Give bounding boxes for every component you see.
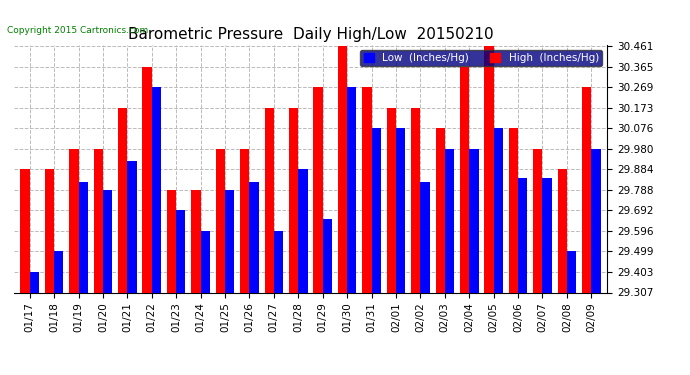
Bar (493, 128, 503, 292)
Bar (94, 149, 103, 292)
Bar (582, 87, 591, 292)
Title: Barometric Pressure  Daily High/Low  20150210: Barometric Pressure Daily High/Low 20150… (128, 27, 493, 42)
Bar (396, 128, 405, 292)
Text: Copyright 2015 Cartronics.com: Copyright 2015 Cartronics.com (7, 26, 148, 35)
Bar (274, 231, 283, 292)
Bar (264, 108, 274, 292)
Bar (289, 108, 298, 292)
Bar (509, 128, 518, 292)
Bar (518, 178, 527, 292)
Bar (298, 169, 308, 292)
Bar (542, 178, 552, 292)
Bar (371, 128, 381, 292)
Bar (167, 190, 176, 292)
Bar (216, 149, 225, 292)
Bar (240, 149, 250, 292)
Bar (362, 87, 371, 292)
Bar (567, 252, 576, 292)
Bar (591, 149, 600, 292)
Bar (45, 169, 54, 292)
Bar (103, 190, 112, 292)
Bar (250, 182, 259, 292)
Bar (152, 87, 161, 292)
Bar (469, 149, 478, 292)
Bar (176, 210, 186, 292)
Bar (201, 231, 210, 292)
Bar (411, 108, 420, 292)
Legend: Low  (Inches/Hg), High  (Inches/Hg): Low (Inches/Hg), High (Inches/Hg) (360, 50, 602, 66)
Bar (445, 149, 454, 292)
Bar (225, 190, 235, 292)
Bar (313, 87, 323, 292)
Bar (460, 67, 469, 292)
Bar (30, 272, 39, 292)
Bar (323, 219, 332, 292)
Bar (533, 149, 542, 292)
Bar (118, 108, 128, 292)
Bar (435, 128, 445, 292)
Bar (21, 169, 30, 292)
Bar (54, 252, 63, 292)
Bar (69, 149, 79, 292)
Bar (191, 190, 201, 292)
Bar (420, 182, 430, 292)
Bar (347, 87, 357, 292)
Bar (386, 108, 396, 292)
Bar (143, 67, 152, 292)
Bar (558, 169, 567, 292)
Bar (484, 46, 493, 292)
Bar (128, 161, 137, 292)
Bar (79, 182, 88, 292)
Bar (338, 46, 347, 292)
